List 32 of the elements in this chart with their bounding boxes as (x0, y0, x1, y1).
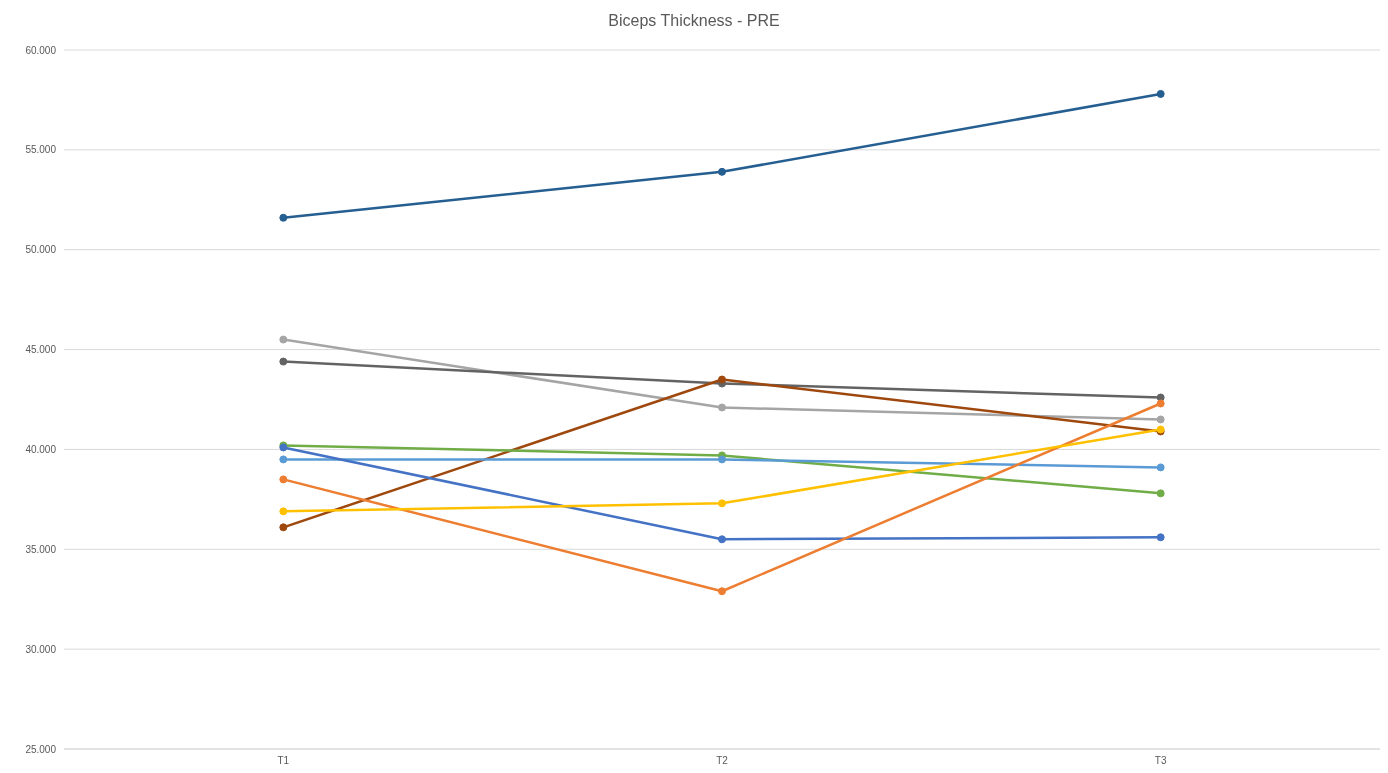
x-tick-label: T2 (716, 755, 729, 767)
point (1156, 489, 1165, 498)
point (1156, 399, 1165, 408)
y-tick-label: 45.000 (25, 344, 57, 356)
point (279, 523, 288, 532)
point (718, 499, 726, 508)
point (1156, 415, 1165, 424)
point (718, 403, 726, 412)
y-tick-label: 55.000 (25, 144, 57, 156)
point (279, 507, 288, 516)
point (279, 475, 288, 484)
x-tick-label: T3 (1154, 755, 1167, 767)
y-tick-label: 50.000 (25, 244, 57, 256)
point (1156, 89, 1165, 98)
point (718, 535, 726, 544)
point (1156, 463, 1165, 472)
point (718, 167, 726, 176)
point (279, 357, 288, 366)
y-tick-label: 25.000 (25, 743, 57, 755)
point (718, 455, 726, 464)
point (1156, 533, 1165, 542)
x-tick-label: T1 (277, 755, 290, 767)
point (279, 213, 288, 222)
chart-title: Biceps Thickness - PRE (607, 11, 781, 31)
y-tick-label: 40.000 (25, 443, 57, 455)
y-tick-label: 30.000 (25, 643, 57, 655)
point (279, 455, 288, 464)
point (718, 587, 726, 596)
y-tick-label: 60.000 (25, 44, 57, 56)
point (279, 335, 288, 344)
point (718, 375, 726, 384)
y-tick-label: 35.000 (25, 543, 57, 555)
